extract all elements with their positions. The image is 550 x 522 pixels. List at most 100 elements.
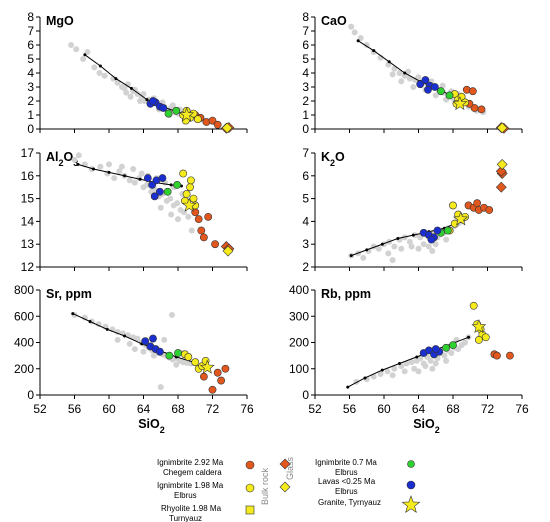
y-tick-label: 8 <box>302 10 309 24</box>
trend-node <box>467 335 471 339</box>
elbrus_ign198-bulk-point <box>193 115 202 124</box>
x-tick-label: 60 <box>102 402 116 416</box>
elbrus_ign198-bulk-point <box>182 190 191 198</box>
y-tick-label: 8 <box>27 10 34 24</box>
background-data-point <box>118 163 125 170</box>
y-tick-label: 4 <box>27 66 34 80</box>
y-tick-label: 7 <box>27 24 34 38</box>
legend-chegem-line1: Ignimbrite 2.92 Ma <box>157 458 224 467</box>
background-data-point <box>391 365 398 372</box>
background-data-point <box>116 168 123 175</box>
legend-elbrus198-line1: Ignimbrite 1.98 Ma <box>157 481 224 490</box>
chegem-bulk-point <box>208 385 217 394</box>
background-data-point <box>114 79 121 86</box>
trend-node <box>123 334 127 338</box>
background-data-point <box>417 355 424 362</box>
lavas-bulk-point <box>421 76 430 84</box>
y-tick-label: 0 <box>302 122 309 136</box>
y-tick-label: 200 <box>289 336 309 350</box>
background-data-point <box>84 49 91 55</box>
trend-node <box>105 327 109 331</box>
granite-star-point <box>179 107 195 122</box>
background-data-point <box>429 365 436 372</box>
y-tick-label: 3 <box>302 237 309 251</box>
y-tick-label: 1 <box>27 108 34 122</box>
background-data-point <box>398 245 405 252</box>
lavas-bulk-point <box>158 174 167 182</box>
y-tick-label: 5 <box>27 52 34 66</box>
lavas-bulk-point <box>424 85 432 94</box>
chegem-bulk-point <box>199 233 208 242</box>
background-data-point <box>406 238 413 245</box>
legend-lavas-line2: Elbrus <box>335 487 358 496</box>
y-tick-label: 0 <box>27 388 34 402</box>
background-data-point <box>101 72 108 79</box>
trend-node <box>169 183 173 187</box>
trend-node <box>398 362 402 365</box>
x-tick-label: 72 <box>481 402 495 416</box>
chegem-bulk-point <box>468 87 477 96</box>
background-data-point <box>363 42 370 48</box>
chegem-bulk-point <box>204 212 213 221</box>
x-tick-label: 52 <box>33 402 47 416</box>
y-tick-label: 7 <box>302 24 309 38</box>
trend-node <box>411 233 415 237</box>
trend-line <box>72 313 194 363</box>
trend-node <box>363 376 367 380</box>
y-tick-label: 12 <box>21 260 35 274</box>
y-tick-label: 16 <box>21 169 35 183</box>
granite-star-point <box>453 211 469 226</box>
trend-node <box>346 385 350 389</box>
background-data-point <box>157 204 164 211</box>
chegem-bulk-point <box>506 351 514 360</box>
background-data-point <box>75 152 82 159</box>
trend-node <box>123 174 127 178</box>
elbrus_ign07-bulk-point <box>449 341 457 350</box>
elbrus_ign198-bulk-point <box>191 358 200 367</box>
panel-5: 0 200 400 600 800 52 56 60 64 68 72 76 SiO2 Sr, ppm <box>14 283 254 435</box>
y-tick-label: 6 <box>27 38 34 52</box>
background-data-point <box>118 84 125 90</box>
granite-star-point <box>199 359 215 374</box>
y-tick-label: 1 <box>302 108 309 122</box>
trend-node <box>380 242 384 246</box>
legend-granite-star-marker <box>401 495 421 513</box>
elbrus_ign07-bulk-point <box>172 106 181 115</box>
legend-granite-label: Granite, Tyrnyauz <box>318 498 381 507</box>
y-tick-label: 4 <box>302 214 309 228</box>
chegem-bulk-point <box>217 376 226 385</box>
background-data-point <box>126 177 133 184</box>
lavas-bulk-point <box>150 192 159 201</box>
background-data-point <box>396 70 403 76</box>
background-data-point <box>80 56 87 62</box>
chegem-bulk-point <box>208 116 217 125</box>
y-tick-label: 3 <box>302 80 309 94</box>
legend-chegem-line2: Chegem caldera <box>163 468 222 477</box>
background-data-point <box>443 236 450 243</box>
background-data-point <box>443 357 450 364</box>
background-data-point <box>134 335 141 342</box>
background-data-point <box>169 102 176 109</box>
legend-elbrus07-line1: Ignimbrite 0.7 Ma <box>315 458 377 467</box>
elbrus_ign198-bulk-point <box>474 335 483 344</box>
background-data-point <box>411 365 418 372</box>
lavas-bulk-point <box>433 226 442 235</box>
lavas-bulk-point <box>141 337 150 346</box>
y-tick-label: 2 <box>302 94 309 108</box>
elbrus_ign07-bulk-point <box>174 349 182 357</box>
panel-6: 0 100 200 300 400 52 56 60 64 68 72 76 SiO2 Rb, ppm <box>289 283 529 435</box>
lavas-bulk-point <box>416 80 425 89</box>
background-data-point <box>167 195 174 202</box>
background-data-point <box>185 213 192 220</box>
background-data-point <box>425 243 432 250</box>
background-data-point <box>422 363 429 370</box>
elbrus_ign198-bulk-point <box>187 176 195 185</box>
background-data-point <box>157 384 164 391</box>
background-data-point <box>137 98 144 104</box>
x-tick-label: 64 <box>137 402 151 416</box>
legend-elbrus198-diamond-marker <box>279 481 291 493</box>
background-data-point <box>91 64 98 71</box>
